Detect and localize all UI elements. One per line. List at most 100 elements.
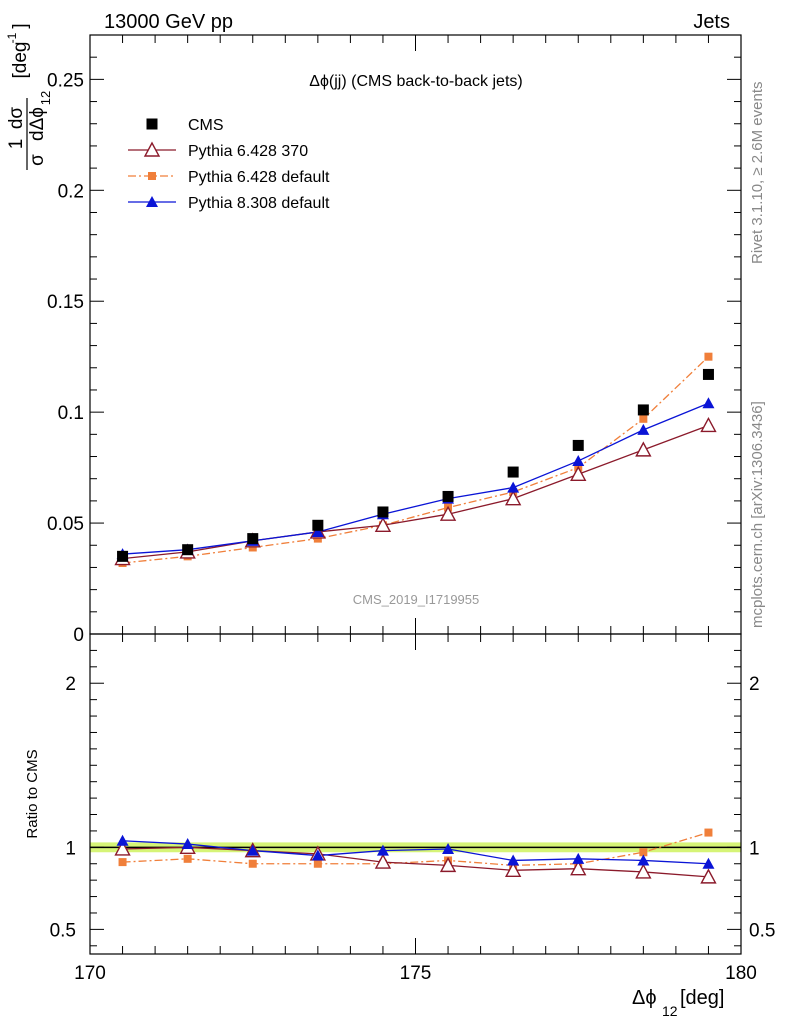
y-label-one: 1 (6, 139, 27, 150)
main-point-pythia-8-308-default (572, 454, 585, 466)
ratio-y-tick-label-right: 2 (749, 674, 760, 695)
x-axis-label: Δϕ 12 [deg] (632, 987, 724, 1019)
x-label-unit: [deg] (680, 987, 724, 1009)
header-category-label: Jets (693, 11, 730, 33)
legend: CMS Pythia 6.428 370 Pythia 6.428 default P… (128, 117, 330, 212)
main-point-cms (702, 368, 714, 380)
main-series-line-pythia-6-428-default (122, 356, 709, 564)
x-tick-label: 170 (74, 963, 106, 984)
ratio-point-pythia-8-308-default (311, 849, 324, 861)
main-panel: 0 0.05 0.1 0.15 0.2 0.25 Δϕ(jj) (CMS back-to-… (5, 23, 742, 646)
ratio-point-pythia-6-428-370 (570, 860, 587, 876)
legend-marker-cms (146, 118, 158, 130)
main-point-pythia-6-428-370 (374, 516, 392, 532)
y-label-unit-close: ] (10, 23, 31, 28)
ratio-point-pythia-6-428-default (313, 859, 322, 868)
ratio-point-pythia-6-428-default (248, 859, 257, 868)
legend-marker-pythia-8-308-default (146, 196, 158, 207)
main-y-tick-label: 0 (73, 625, 84, 646)
mcplots-label: mcplots.cern.ch [arXiv:1306.3436] (749, 401, 766, 628)
x-label-subscript: 12 (662, 1003, 678, 1019)
ratio-y-axis-label: Ratio to CMS (24, 749, 41, 838)
main-point-pythia-6-428-default (704, 352, 713, 361)
ratio-point-pythia-6-428-370 (114, 840, 131, 856)
main-point-pythia-8-308-default (702, 397, 715, 409)
main-point-cms (507, 466, 519, 478)
main-y-tick-label: 0.05 (47, 514, 84, 535)
ratio-series-line-pythia-8-308-default (122, 840, 709, 865)
y-label-unit: [deg (10, 42, 31, 79)
main-series-line-pythia-8-308-default (122, 402, 709, 555)
main-point-pythia-6-428-default (639, 414, 648, 423)
main-point-cms (312, 519, 324, 531)
legend-label-pythia-6-428-370: Pythia 6.428 370 (188, 143, 308, 160)
y-label-subscript: 12 (38, 91, 53, 105)
main-series (114, 352, 717, 568)
ratio-y-ticks: 0.5 0.5 1 1 2 2 (50, 649, 775, 947)
main-point-cms (572, 439, 584, 451)
ratio-point-pythia-8-308-default (376, 844, 389, 856)
ratio-panel: 0.5 0.51 12 2 170 175 180 Ratio to CMS Δϕ 12 … (24, 633, 775, 1019)
y-label-d-dphi: dΔϕ (27, 107, 48, 141)
main-y-tick-label: 0.2 (58, 181, 84, 202)
ratio-point-pythia-6-428-370 (439, 856, 457, 873)
main-y-tick-label: 0.15 (47, 292, 84, 313)
main-point-pythia-8-308-default (311, 525, 324, 537)
main-point-pythia-6-428-370 (439, 505, 457, 521)
ratio-y-tick-label-right: 1 (749, 838, 760, 859)
main-point-cms (637, 404, 649, 416)
ratio-x-ticks: 170 175 180 (74, 634, 757, 984)
ratio-point-pythia-8-308-default (507, 854, 520, 866)
x-tick-label: 175 (400, 963, 432, 984)
x-label-main: Δϕ (632, 987, 657, 1009)
main-point-pythia-6-428-370 (635, 441, 652, 457)
main-plot-title: Δϕ(jj) (CMS back-to-back jets) (309, 73, 522, 90)
ratio-series-line-pythia-6-428-370 (122, 846, 709, 878)
ratio-series-line-pythia-6-428-default (122, 831, 709, 867)
ratio-y-tick-label: 2 (65, 674, 76, 695)
main-point-pythia-6-428-370 (504, 490, 522, 506)
main-y-ticks: 0 0.05 0.1 0.15 0.2 0.25 (47, 56, 741, 646)
y-label-unit-exponent: -1 (5, 32, 19, 43)
ratio-point-pythia-8-308-default (442, 842, 455, 854)
rivet-version-label: Rivet 3.1.10, ≥ 2.6M events (749, 82, 766, 265)
ratio-point-pythia-6-428-default (704, 828, 713, 837)
main-point-cms (377, 506, 389, 518)
ratio-point-pythia-8-308-default (572, 852, 585, 864)
ratio-point-pythia-6-428-370 (504, 861, 522, 878)
watermark-label: CMS_2019_I1719955 (353, 592, 480, 607)
y-label-sigma: σ (27, 154, 48, 166)
legend-label-pythia-8-308-default: Pythia 8.308 default (188, 195, 330, 212)
main-point-pythia-6-428-370 (570, 465, 587, 481)
main-point-pythia-8-308-default (507, 481, 520, 493)
ratio-point-pythia-6-428-default (639, 848, 648, 857)
x-tick-label: 180 (725, 963, 757, 984)
legend-label-pythia-6-428-default: Pythia 6.428 default (188, 169, 330, 186)
ratio-point-pythia-6-428-default (183, 854, 192, 863)
ratio-point-pythia-6-428-370 (700, 868, 717, 884)
ratio-point-pythia-8-308-default (637, 854, 650, 866)
ratio-y-tick-label: 1 (65, 838, 76, 859)
main-point-cms (182, 544, 194, 556)
main-point-pythia-8-308-default (637, 423, 650, 435)
main-point-pythia-6-428-370 (700, 416, 717, 433)
ratio-plot-frame (89, 633, 742, 955)
main-series-line-pythia-6-428-370 (122, 424, 709, 560)
main-y-axis-label: 1 dσ σ dΔϕ 12 [deg -1 ] (5, 23, 53, 170)
main-point-cms (117, 550, 129, 562)
legend-marker-pythia-6-428-default (148, 172, 156, 180)
header-energy-label: 13000 GeV pp (104, 11, 233, 33)
main-point-cms (442, 490, 454, 502)
ratio-point-pythia-8-308-default (246, 844, 259, 856)
ratio-point-pythia-8-308-default (116, 834, 129, 846)
main-x-ticks (89, 35, 742, 634)
legend-marker-pythia-6-428-370 (143, 141, 161, 157)
ratio-y-tick-label: 0.5 (50, 920, 76, 941)
main-point-cms (247, 533, 259, 545)
ratio-point-pythia-6-428-default (118, 858, 127, 867)
ratio-point-pythia-6-428-370 (635, 863, 652, 879)
ratio-point-pythia-6-428-370 (374, 853, 392, 869)
main-y-tick-label: 0.1 (58, 403, 84, 424)
ratio-point-pythia-8-308-default (181, 838, 194, 850)
